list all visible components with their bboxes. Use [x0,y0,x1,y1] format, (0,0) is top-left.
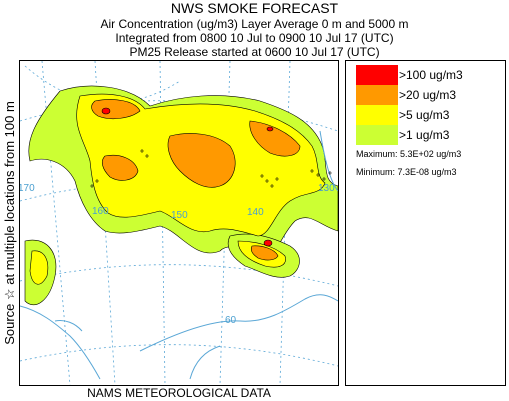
grid-label-150: 150 [171,210,188,221]
min-concentration: Minimum: 7.3E-08 ug/m3 [356,167,457,177]
max-concentration: Maximum: 5.3E+02 ug/m3 [356,149,462,159]
legend-swatch-gt5 [356,105,398,125]
legend-item-gt100: >100 ug/m3 [356,65,501,85]
legend-swatch-gt100 [356,65,398,85]
legend-label-gt100: >100 ug/m3 [399,68,463,82]
smoke-plume-gt100 [101,107,274,247]
legend-swatch-gt20 [356,85,398,105]
smoke-plume-gt20 [91,99,301,261]
grid-label-170: 170 [20,183,35,194]
grid-label-130: 130 [318,183,335,194]
plot-title: NWS SMOKE FORECAST [170,0,339,16]
release-info: PM25 Release started at 0600 10 Jul 17 (… [129,45,380,59]
legend-item-gt1: >1 ug/m3 [356,125,501,145]
legend-item-gt20: >20 ug/m3 [356,85,501,105]
source-side-label: Source ☆ at multiple locations from 100 … [2,60,17,386]
legend-label-gt1: >1 ug/m3 [399,128,450,142]
grid-label-160: 160 [92,206,109,217]
concentration-legend: >100 ug/m3 >20 ug/m3 >5 ug/m3 >1 ug/m3 M… [345,60,506,386]
legend-label-gt20: >20 ug/m3 [399,88,457,102]
legend-label-gt5: >5 ug/m3 [399,108,450,122]
legend-item-gt5: >5 ug/m3 [356,105,501,125]
source-side-text: Source ☆ at multiple locations from 100 … [2,101,17,345]
legend-swatch-gt1 [356,125,398,145]
meteorological-data-label: NAMS METEOROLOGICAL DATA [87,386,271,400]
integration-period: Integrated from 0800 10 Jul to 0900 10 J… [115,31,394,45]
grid-label-60: 60 [225,315,237,326]
smoke-map: 170 160 150 140 130 60 [19,60,339,386]
coastline [20,130,338,380]
map-canvas: 170 160 150 140 130 60 [20,61,338,385]
source-markers [90,149,332,188]
concentration-description: Air Concentration (ug/m3) Layer Average … [100,17,409,31]
grid-label-140: 140 [247,207,264,218]
